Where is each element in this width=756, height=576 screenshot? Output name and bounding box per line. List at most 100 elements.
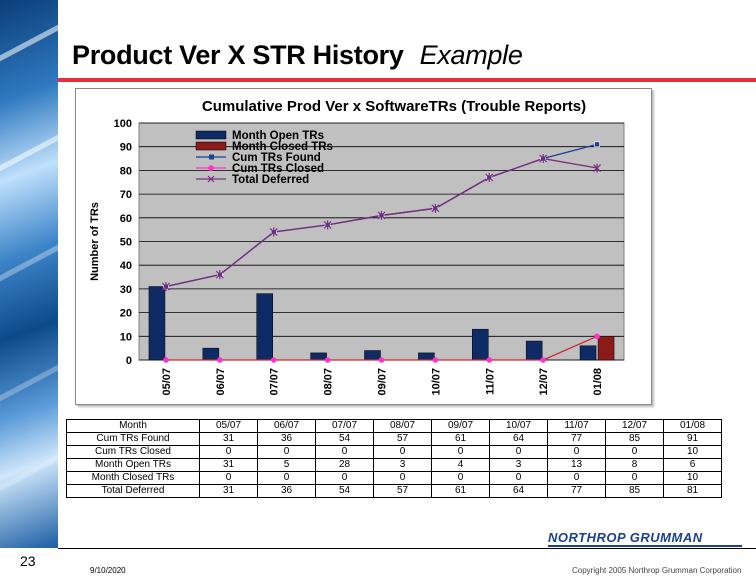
total-deferred-point xyxy=(269,227,278,237)
table-cell: 77 xyxy=(547,484,606,498)
x-tick-label: 06/07 xyxy=(215,368,227,396)
table-month-header: 07/07 xyxy=(315,419,374,433)
cum-closed-point xyxy=(270,357,277,363)
table-cell: 0 xyxy=(547,445,606,459)
legend-marker-total-deferred xyxy=(207,175,215,183)
chart-title: Cumulative Prod Ver x SoftwareTRs (Troub… xyxy=(202,98,586,115)
table-cell: 57 xyxy=(373,484,432,498)
table-month-header: 08/07 xyxy=(373,419,432,433)
table-row: Cum TRs Found 31 36 54 57 61 64 77 85 91 xyxy=(66,432,722,446)
y-axis-label: Number of TRs xyxy=(89,202,101,281)
slide-title-main: Product Ver X STR History xyxy=(72,40,404,70)
table-row: Month Closed TRs 0 0 0 0 0 0 0 0 10 xyxy=(66,471,722,485)
table-month-header: 06/07 xyxy=(257,419,316,433)
copyright-text: Copyright 2005 Northrop Grumman Corporat… xyxy=(572,566,742,575)
y-tick-label: 40 xyxy=(120,260,132,272)
bar-month-open xyxy=(579,345,597,361)
y-tick-label: 80 xyxy=(120,165,132,177)
legend-label: Cum TRs Closed xyxy=(232,163,324,175)
y-tick-label: 20 xyxy=(120,308,132,320)
table-cell: 8 xyxy=(605,458,664,472)
bar-month-open xyxy=(418,352,435,361)
table-cell: 0 xyxy=(605,471,664,485)
x-tick-label: 01/08 xyxy=(592,368,604,396)
bar-month-open xyxy=(472,328,489,361)
table-cell: 0 xyxy=(431,445,490,459)
x-tick-label: 11/07 xyxy=(484,368,496,395)
logo-underline xyxy=(548,545,742,547)
table-cell: 85 xyxy=(605,432,664,446)
table-row-label: Cum TRs Found xyxy=(66,432,200,446)
cumulative-trs-chart: Cumulative Prod Ver x SoftwareTRs (Troub… xyxy=(89,98,625,396)
table-month-header: 12/07 xyxy=(605,419,664,433)
title-divider xyxy=(58,78,756,82)
table-cell: 0 xyxy=(257,471,316,485)
x-tick-label: 05/07 xyxy=(161,368,173,396)
total-deferred-point xyxy=(323,220,332,230)
slide-title: Product Ver X STR History Example xyxy=(72,40,523,71)
table-month-header: 05/07 xyxy=(199,419,258,433)
bar-month-open xyxy=(202,347,220,361)
legend-swatch-month-closed xyxy=(195,141,227,151)
table-row-label: Month Closed TRs xyxy=(66,471,200,485)
y-tick-label: 90 xyxy=(120,142,132,154)
table-cell: 54 xyxy=(315,484,374,498)
footer-divider xyxy=(58,548,756,549)
table-cell: 0 xyxy=(315,471,374,485)
table-cell: 10 xyxy=(663,471,722,485)
table-row: Total Deferred 31 36 54 57 61 64 77 85 81 xyxy=(66,484,722,498)
data-table-body: Month 05/07 06/07 07/07 08/07 09/07 10/07 11/07… xyxy=(66,419,722,498)
x-tick-label: 08/07 xyxy=(323,368,335,396)
table-cell: 0 xyxy=(489,445,548,459)
legend-label: Cum TRs Found xyxy=(232,152,321,164)
x-tick-label: 07/07 xyxy=(269,368,281,396)
table-cell: 31 xyxy=(199,458,258,472)
bar-month-closed xyxy=(597,336,615,361)
table-cell: 6 xyxy=(663,458,722,472)
total-deferred-point xyxy=(215,270,224,280)
table-cell: 54 xyxy=(315,432,374,446)
x-tick-label: 12/07 xyxy=(538,368,550,396)
table-cell: 0 xyxy=(431,471,490,485)
table-month-header: 10/07 xyxy=(489,419,548,433)
bar-month-open xyxy=(310,352,327,361)
cum-closed-point xyxy=(486,357,493,363)
slide-title-emphasis: Example xyxy=(419,40,523,70)
y-tick-label: 60 xyxy=(120,213,132,225)
y-tick-label: 10 xyxy=(120,331,132,343)
table-row: Month Open TRs 31 5 28 3 4 3 13 8 6 xyxy=(66,458,722,472)
table-cell: 5 xyxy=(257,458,316,472)
table-cell: 85 xyxy=(605,484,664,498)
table-cell: 3 xyxy=(489,458,548,472)
legend-label: Total Deferred xyxy=(232,174,309,186)
table-cell: 36 xyxy=(257,484,316,498)
cum-found-point xyxy=(594,141,600,148)
cum-closed-point xyxy=(378,357,385,363)
table-cell: 31 xyxy=(199,432,258,446)
table-cell: 0 xyxy=(373,471,432,485)
table-cell: 31 xyxy=(199,484,258,498)
legend-marker-cum-found xyxy=(209,154,214,160)
decorative-sidebar xyxy=(0,0,58,548)
table-month-header: 09/07 xyxy=(431,419,490,433)
table-cell: 0 xyxy=(257,445,316,459)
page-number: 23 xyxy=(20,553,36,569)
legend-label: Month Closed TRs xyxy=(232,141,333,153)
cum-closed-point xyxy=(163,357,169,363)
total-deferred-point xyxy=(593,163,601,173)
table-cell: 28 xyxy=(315,458,374,472)
table-cell: 61 xyxy=(431,484,490,498)
table-month-header: 01/08 xyxy=(663,419,722,433)
legend-swatch-month-open xyxy=(195,130,227,140)
total-deferred-point xyxy=(377,210,386,220)
x-tick-label: 09/07 xyxy=(377,368,389,396)
bar-month-open xyxy=(525,340,543,361)
table-cell: 10 xyxy=(663,445,722,459)
y-tick-label: 50 xyxy=(120,237,132,249)
table-cell: 4 xyxy=(431,458,490,472)
table-cell: 0 xyxy=(199,471,258,485)
data-table: Month 05/07 06/07 07/07 08/07 09/07 10/07 11/07… xyxy=(66,419,722,498)
cum-closed-point xyxy=(540,357,546,363)
table-cell: 0 xyxy=(489,471,548,485)
y-tick-label: 100 xyxy=(114,118,132,130)
